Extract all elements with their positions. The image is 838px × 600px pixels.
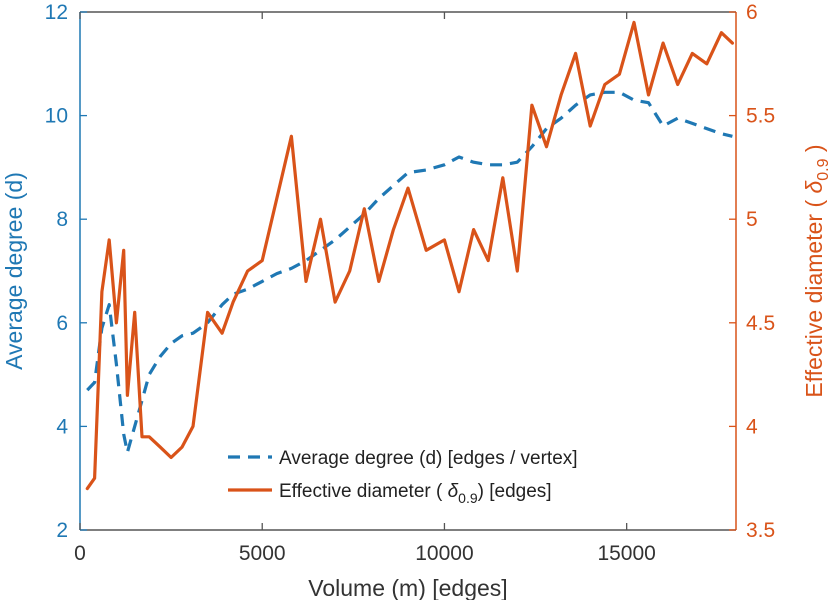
left-tick-label: 10 xyxy=(45,105,68,128)
right-tick-label: 3.5 xyxy=(746,519,775,542)
series-layer xyxy=(85,20,735,491)
left-tick-label: 8 xyxy=(56,208,68,231)
x-axis-label: Volume (m) [edges] xyxy=(308,575,507,600)
legend-effective-diameter-label: Effective diameter ( δ0.9) [edges] xyxy=(279,481,552,506)
left-tick-label: 6 xyxy=(56,312,68,335)
bottom-tick-label: 5000 xyxy=(239,542,286,565)
y-axis-right-label: Effective diameter ( δ0.9 ) xyxy=(801,144,832,397)
left-tick-label: 12 xyxy=(45,1,68,24)
bottom-tick-label: 10000 xyxy=(415,542,473,565)
legend-average-degree-label: Average degree (d) [edges / vertex] xyxy=(279,448,578,469)
left-tick-label: 4 xyxy=(56,415,68,438)
right-tick-label: 4 xyxy=(746,415,758,438)
right-tick-label: 4.5 xyxy=(746,312,775,335)
average-degree-series xyxy=(86,90,733,454)
bottom-tick-label: 15000 xyxy=(597,542,655,565)
right-tick-label: 5.5 xyxy=(746,105,775,128)
right-tick-label: 5 xyxy=(746,208,758,231)
y-axis-left-label: Average degree (d) xyxy=(1,172,27,370)
right-tick-label: 6 xyxy=(746,1,758,24)
legend: Average degree (d) [edges / vertex] Effec… xyxy=(228,448,578,506)
left-tick-label: 2 xyxy=(56,519,68,542)
bottom-tick-label: 0 xyxy=(74,542,86,565)
effective-diameter-series xyxy=(85,20,735,491)
